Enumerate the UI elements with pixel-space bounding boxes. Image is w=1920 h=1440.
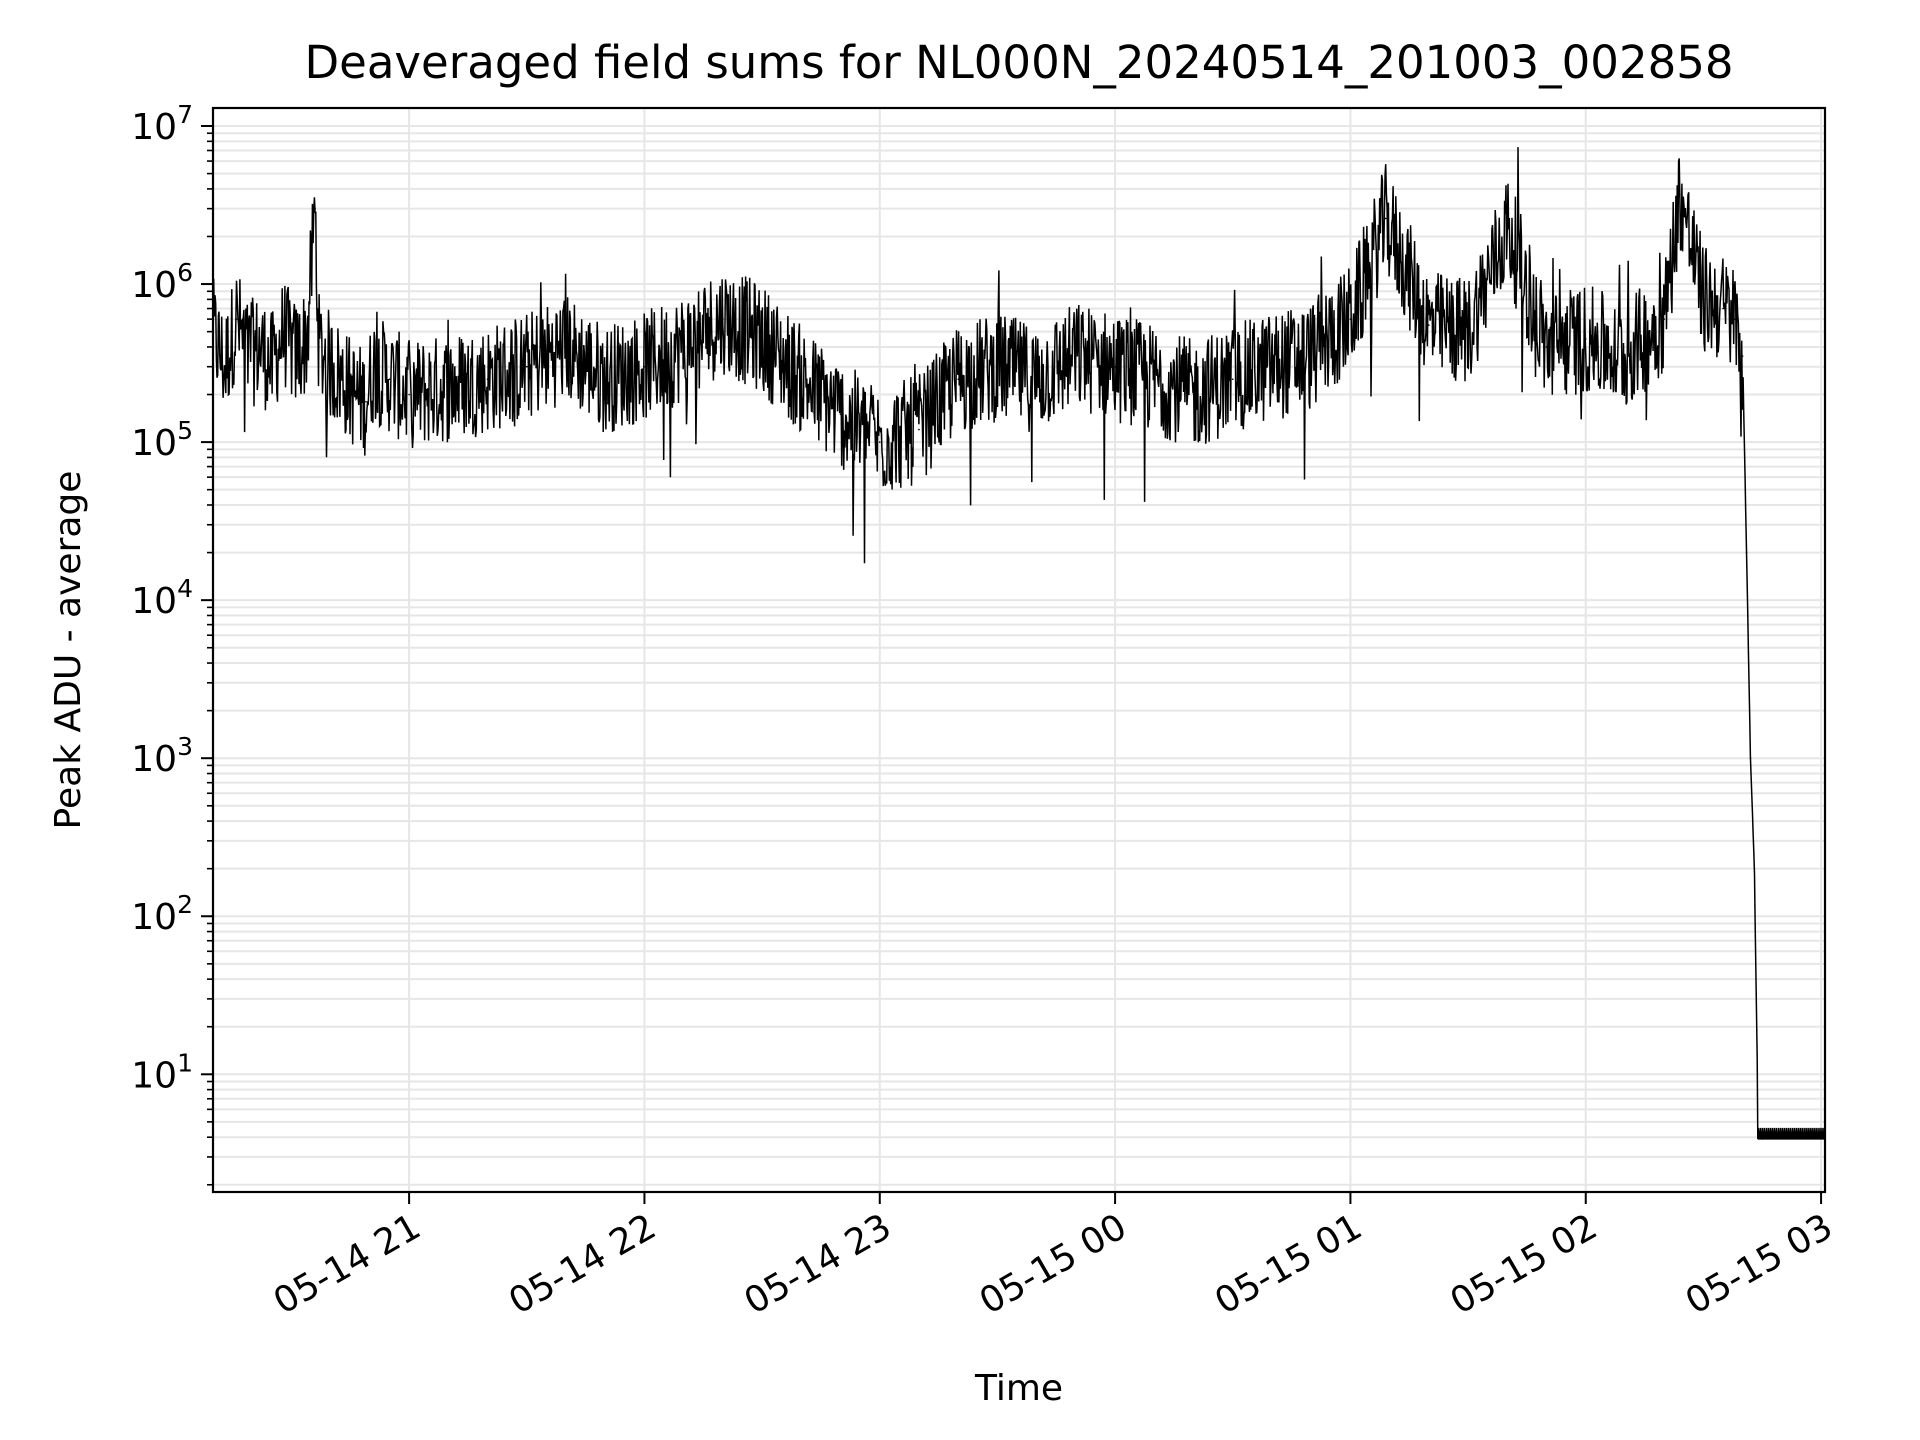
data-point bbox=[1192, 393, 1195, 396]
data-point bbox=[1384, 217, 1387, 220]
data-point bbox=[722, 318, 724, 320]
y-tick-label: 106 bbox=[131, 258, 193, 306]
data-point bbox=[1114, 365, 1116, 368]
y-tick-label: 102 bbox=[131, 890, 193, 938]
data-point bbox=[800, 378, 803, 381]
gridlines bbox=[213, 108, 1825, 1192]
data-point bbox=[1467, 330, 1469, 333]
data-point bbox=[1741, 355, 1744, 357]
axes-frame bbox=[211, 106, 1827, 1194]
data-point bbox=[1745, 551, 1748, 554]
data-point bbox=[1349, 318, 1352, 320]
data-point bbox=[1506, 226, 1509, 228]
data-point bbox=[341, 378, 344, 381]
data-point bbox=[447, 387, 450, 389]
data-point bbox=[247, 355, 250, 357]
y-tick-label: 105 bbox=[131, 416, 193, 464]
data-point bbox=[318, 346, 320, 348]
data-point bbox=[282, 330, 285, 333]
y-tick-label: 103 bbox=[131, 732, 193, 780]
data-point bbox=[1310, 355, 1312, 357]
data-point bbox=[408, 393, 410, 396]
series-layer bbox=[212, 147, 1826, 1140]
data-point bbox=[604, 378, 607, 381]
data-point bbox=[1733, 318, 1736, 320]
chart-title: Deaveraged field sums for NL000N_2024051… bbox=[305, 36, 1734, 89]
data-point bbox=[1761, 1138, 1764, 1140]
data-point bbox=[294, 355, 297, 357]
data-point bbox=[235, 318, 238, 320]
data-point bbox=[1663, 318, 1665, 320]
data-point bbox=[1153, 378, 1156, 381]
data-point bbox=[1624, 355, 1626, 357]
data-point bbox=[1757, 1138, 1760, 1140]
x-axis-label: Time bbox=[974, 1368, 1063, 1409]
series-line bbox=[212, 147, 1826, 1140]
y-tick-label: 107 bbox=[131, 100, 193, 148]
data-point bbox=[1545, 346, 1548, 348]
data-point bbox=[271, 365, 273, 368]
data-point bbox=[1271, 365, 1273, 368]
data-point bbox=[957, 378, 960, 381]
data-point bbox=[329, 365, 332, 368]
data-point bbox=[878, 441, 881, 443]
data-point bbox=[643, 365, 646, 368]
data-point bbox=[314, 207, 316, 210]
data-point bbox=[373, 365, 375, 368]
data-point bbox=[306, 338, 308, 340]
data-point bbox=[353, 393, 355, 396]
data-point bbox=[1679, 193, 1681, 196]
data-point bbox=[1749, 757, 1752, 760]
data-point bbox=[486, 378, 489, 381]
data-point bbox=[388, 378, 391, 381]
data-point bbox=[565, 346, 567, 348]
data-point bbox=[365, 400, 367, 403]
data-point bbox=[1428, 324, 1430, 326]
data-point bbox=[1584, 338, 1587, 340]
data-point bbox=[839, 413, 842, 416]
data-point bbox=[1075, 355, 1077, 357]
data-point bbox=[1753, 867, 1756, 870]
data-point bbox=[223, 365, 226, 368]
data-point bbox=[259, 346, 261, 348]
data-point bbox=[525, 365, 528, 368]
data-point bbox=[996, 365, 999, 368]
data-point bbox=[1722, 307, 1724, 310]
data-point bbox=[1702, 298, 1705, 301]
data-point bbox=[1231, 378, 1234, 381]
y-axis-label: Peak ADU - average bbox=[48, 471, 89, 830]
data-point bbox=[918, 428, 920, 431]
y-tick-label: 104 bbox=[131, 574, 193, 622]
data-point bbox=[1035, 378, 1038, 381]
data-point bbox=[761, 338, 763, 340]
data-point bbox=[682, 346, 685, 348]
y-tick-label: 101 bbox=[131, 1048, 193, 1096]
